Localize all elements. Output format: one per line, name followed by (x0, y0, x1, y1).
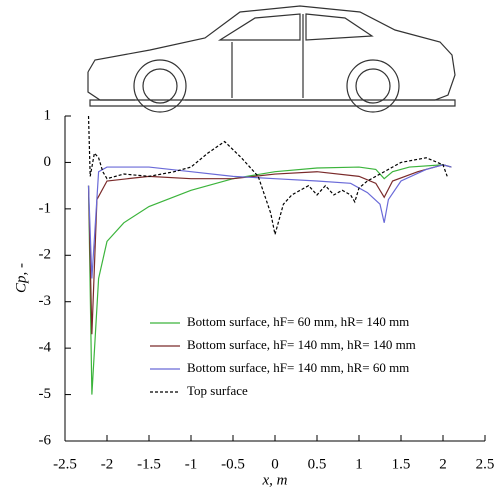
y-tick-label: -4 (39, 340, 52, 356)
series-line (87, 164, 452, 395)
legend-label: Bottom surface, hF= 140 mm, hR= 60 mm (187, 360, 409, 375)
legend-label: Top surface (187, 383, 248, 398)
car-drawing (87, 5, 456, 113)
y-tick-label: -1 (39, 200, 52, 216)
x-tick-label: -0.5 (221, 456, 245, 472)
series-line (87, 115, 448, 235)
y-tick-label: 0 (44, 154, 52, 170)
y-tick-label: -3 (39, 293, 52, 309)
y-axis-label: Cp, - (13, 263, 29, 293)
x-tick-label: 2.5 (476, 456, 495, 472)
legend-label: Bottom surface, hF= 140 mm, hR= 140 mm (187, 337, 416, 352)
series-line (87, 164, 452, 335)
x-tick-label: -1 (185, 456, 198, 472)
x-tick-label: 1 (355, 456, 363, 472)
series-line (87, 164, 452, 279)
y-tick-label: -2 (39, 247, 52, 263)
legend-label: Bottom surface, hF= 60 mm, hR= 140 mm (187, 314, 409, 329)
x-tick-label: -1.5 (137, 456, 161, 472)
y-tick-label: 1 (44, 107, 52, 123)
x-tick-label: 0 (271, 456, 279, 472)
x-tick-label: -2.5 (53, 456, 77, 472)
x-tick-label: 1.5 (392, 456, 411, 472)
y-tick-label: -6 (39, 432, 52, 448)
x-tick-label: -2 (101, 456, 114, 472)
x-tick-label: 2 (439, 456, 447, 472)
y-tick-label: -5 (39, 386, 52, 402)
x-axis-label: x, m (262, 472, 288, 488)
x-tick-label: 0.5 (308, 456, 327, 472)
